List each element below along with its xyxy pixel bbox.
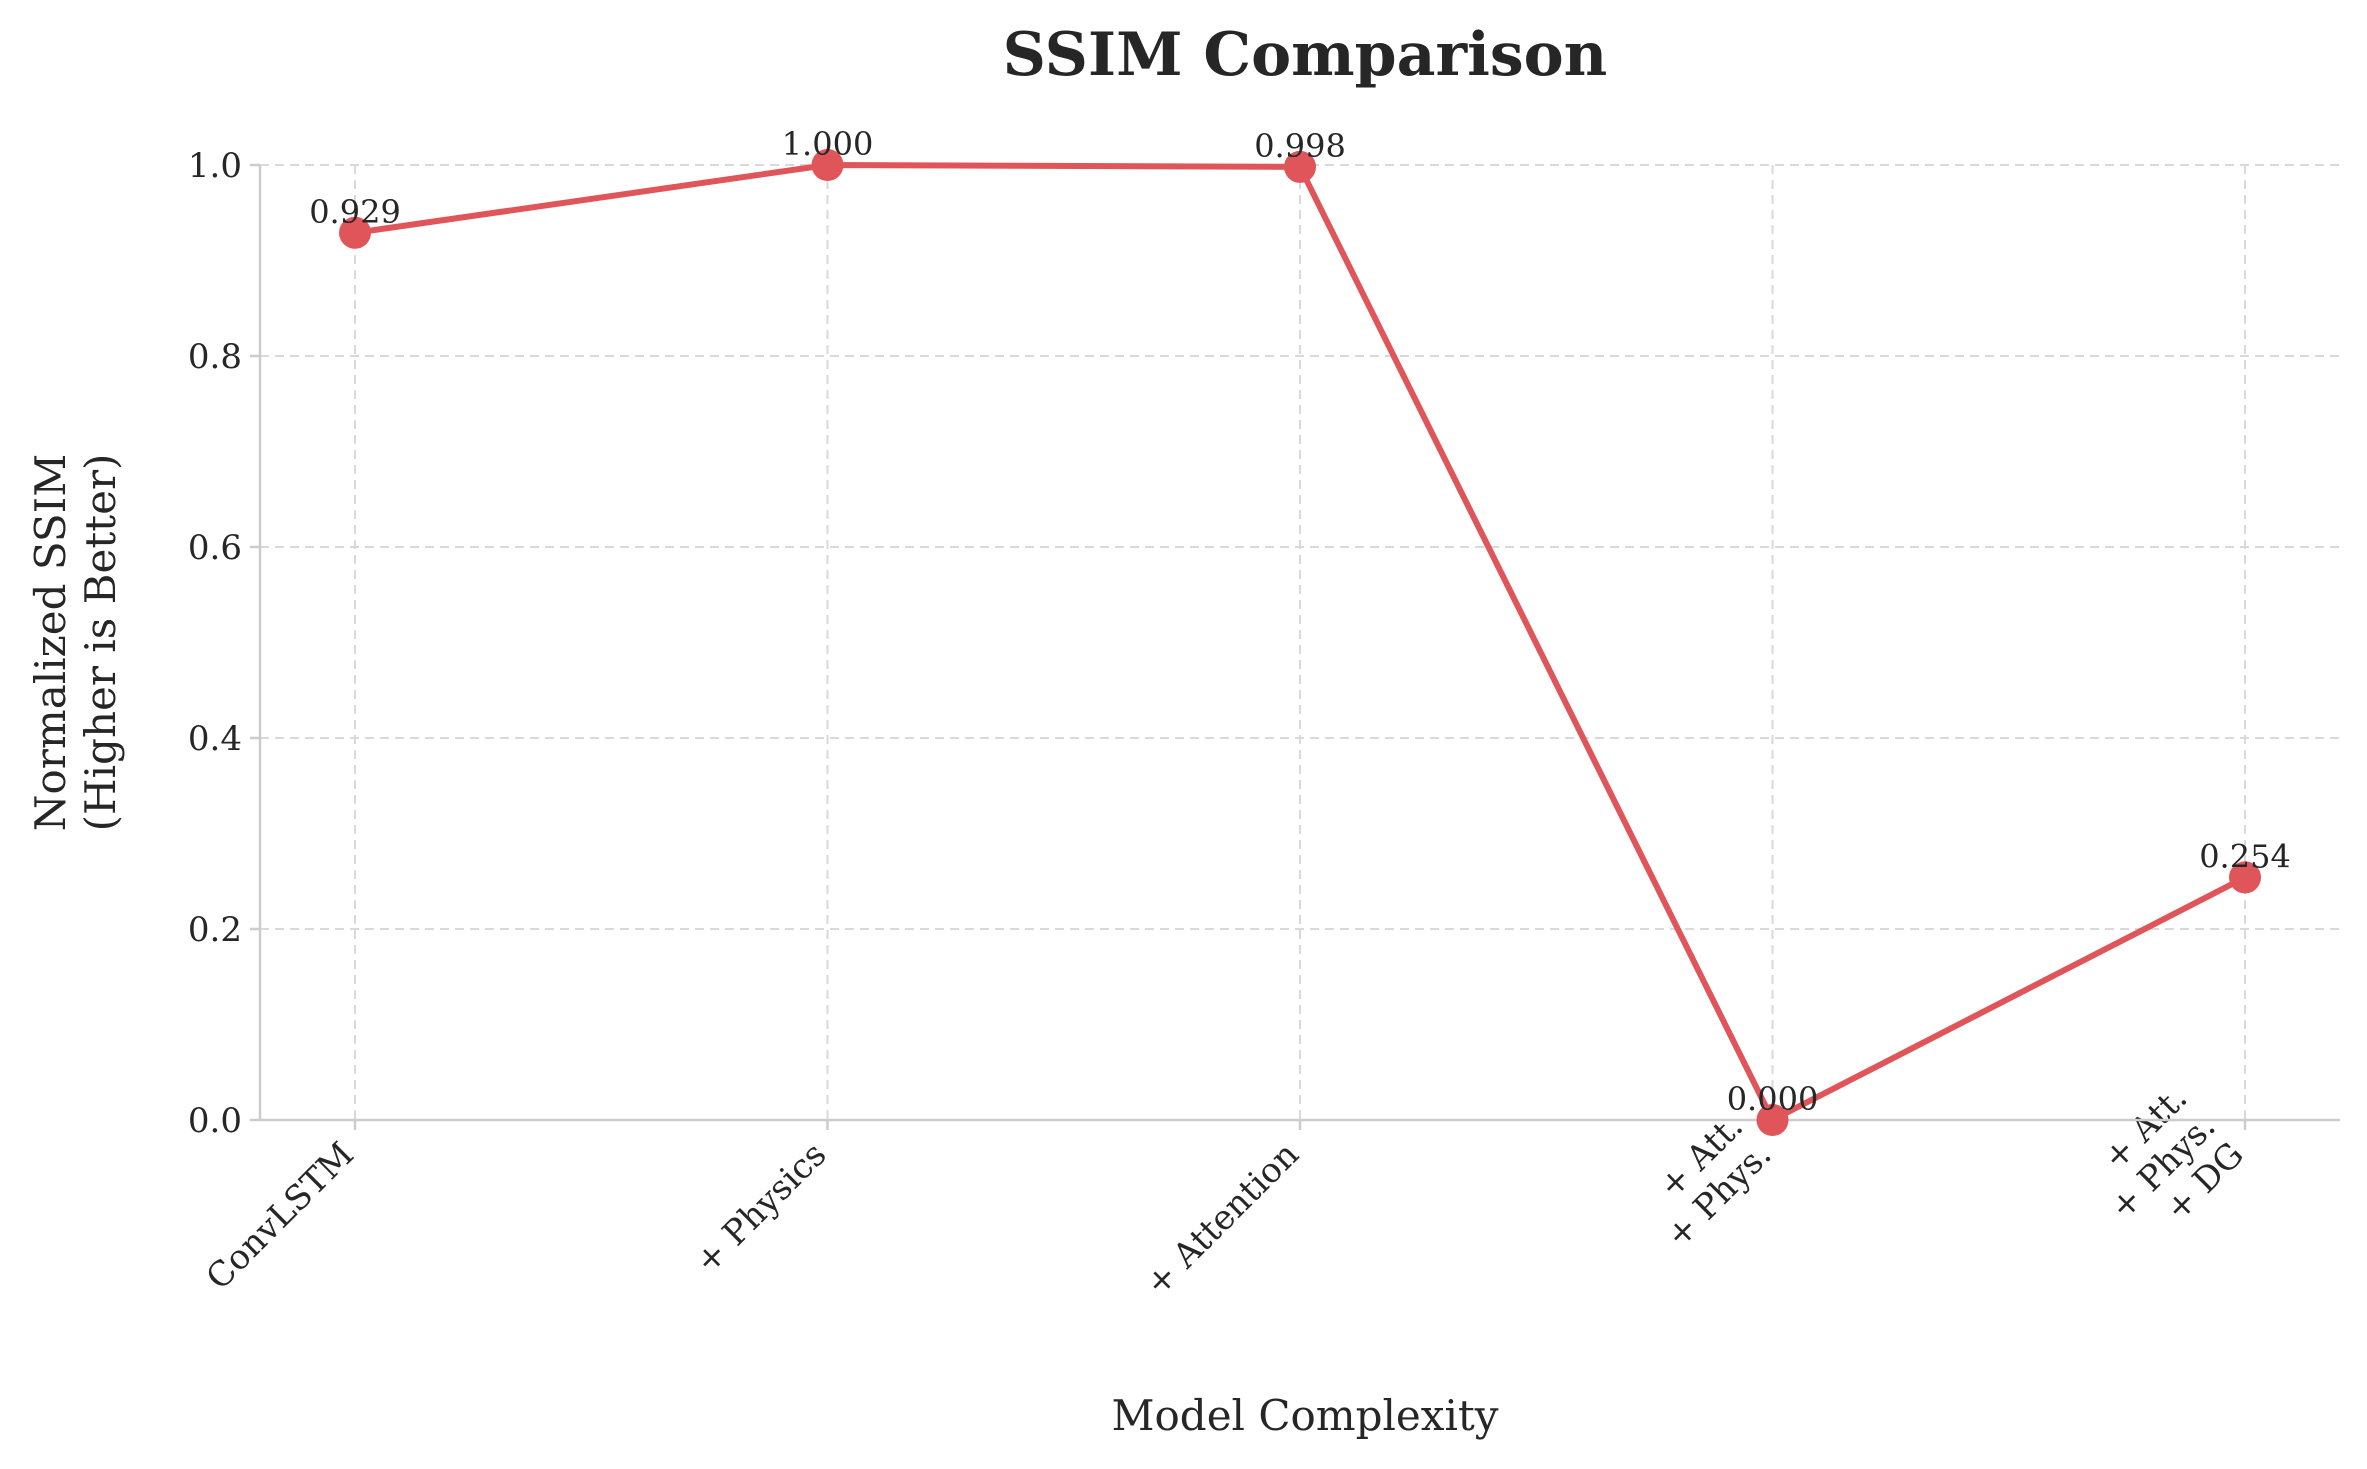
y-tick-label: 0.8 [188,337,242,377]
data-label: 0.929 [309,193,401,231]
svg-text:Normalized SSIM(Higher is Bett: Normalized SSIM(Higher is Better) [26,454,125,832]
x-tick-label: + Physics [687,1135,834,1282]
x-tick-label-line: ConvLSTM [199,1135,362,1298]
y-tick-label: 0.6 [188,528,242,568]
y-tick-label: 0.0 [188,1101,242,1141]
data-point [339,216,371,249]
y-axis-title-line: Normalized SSIM [26,454,75,831]
y-tick-label: 0.4 [188,719,242,759]
data-label: 0.998 [1254,127,1346,165]
data-point [1756,1104,1789,1136]
series-layer [339,149,2261,1136]
label-layer: 0.929 1.000 0.998 0.000 0.254 [309,125,2291,1118]
y-tick-label: 0.2 [188,910,242,950]
svg-text:+ Physics: + Physics [687,1135,834,1282]
y-axis-title: Normalized SSIM(Higher is Better) [26,454,125,832]
data-point [811,149,844,181]
y-tick-label: 1.0 [188,146,242,186]
x-tick-label: + Attention [1137,1135,1306,1304]
x-tick-label: + Att.+ Phys.+ DG [2074,1078,2252,1256]
data-point [2229,861,2261,894]
x-tick-label: ConvLSTM [199,1135,362,1298]
x-tick-label-line: + Physics [687,1135,834,1282]
x-tick-label: + Att.+ Phys. [1630,1106,1780,1256]
svg-text:+ Att.+ Phys.+ DG: + Att.+ Phys.+ DG [2074,1078,2252,1256]
x-tick-label-line: + Attention [1137,1135,1306,1304]
chart-title: SSIM Comparison [1003,20,1608,90]
data-label: 0.254 [2199,837,2291,875]
data-label: 1.000 [782,125,874,163]
svg-text:ConvLSTM: ConvLSTM [199,1135,362,1298]
y-axis-title-line: (Higher is Better) [76,454,125,832]
grid-layer [260,164,2340,1120]
svg-text:+ Attention: + Attention [1137,1135,1306,1304]
data-point [1284,150,1316,183]
x-axis-title: Model Complexity [1112,1391,1499,1440]
data-label: 0.000 [1727,1080,1819,1118]
svg-text:+ Att.+ Phys.: + Att.+ Phys. [1630,1106,1780,1256]
axis-layer: 0.0 0.2 0.4 0.6 0.8 1.0 ConvLSTM + Physics + Att… [188,146,2340,1304]
